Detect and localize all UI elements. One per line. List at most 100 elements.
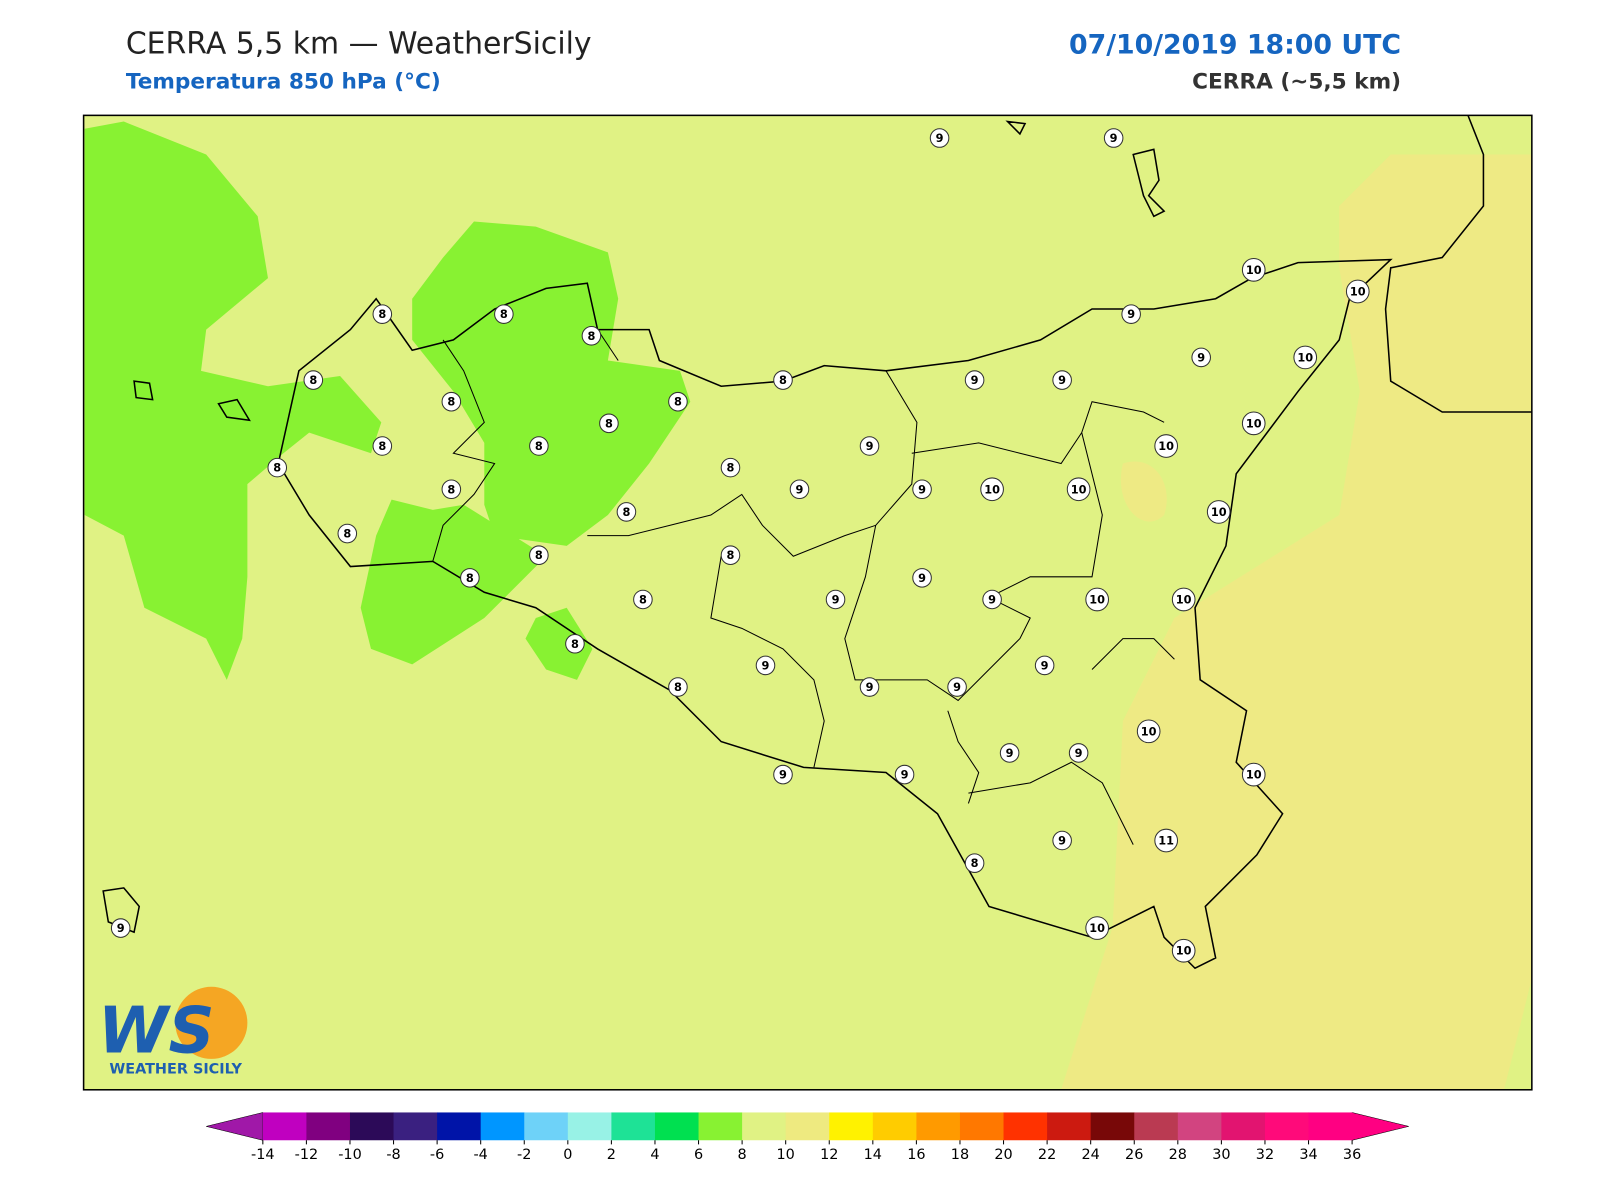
- station-marker: [825, 589, 846, 610]
- station-value: 10: [1176, 944, 1192, 958]
- stations: 9 9 10 10 9 8 8 8 8 8 9 9 9 10 8 8 8 10 8 8 9 10 8 8 8 9 9 10 10 8 10 8…: [110, 128, 1370, 963]
- station-value: 9: [1197, 350, 1205, 364]
- station-marker: [372, 436, 393, 456]
- station-value: 9: [1127, 307, 1135, 321]
- station-value: 10: [984, 482, 1000, 496]
- station-value: 9: [117, 921, 125, 935]
- colorbar-bin: [524, 1112, 569, 1141]
- colorbar-tick-label: 28: [1169, 1147, 1187, 1163]
- station-marker: [1206, 500, 1231, 524]
- station-marker: [633, 589, 653, 610]
- colorbar-bin: [1264, 1112, 1310, 1141]
- warm-area: [1061, 154, 1532, 1090]
- station-value: 9: [1041, 658, 1049, 672]
- station-marker: [1241, 762, 1266, 787]
- station-value: 10: [1246, 263, 1262, 277]
- colorbar-bin: [437, 1112, 482, 1141]
- station-marker: [859, 677, 880, 697]
- station-value: 8: [447, 482, 455, 496]
- station-marker: [999, 743, 1020, 763]
- colorbar-tick-label: -12: [295, 1147, 319, 1163]
- station-marker: [755, 655, 776, 676]
- map: [83, 115, 1532, 1090]
- station-value: 9: [936, 131, 944, 145]
- colorbar-bin: [567, 1112, 612, 1141]
- station-marker: [372, 304, 393, 324]
- station-value: 8: [727, 461, 735, 475]
- station-value: 8: [587, 329, 595, 343]
- station-marker: [441, 479, 462, 500]
- station-marker: [110, 918, 131, 938]
- station-marker: [964, 853, 985, 873]
- station-marker: [1068, 743, 1089, 763]
- station-value: 9: [866, 439, 874, 453]
- station-marker: [720, 545, 741, 565]
- station-marker: [1171, 938, 1196, 963]
- colorbar-bin: [1047, 1112, 1092, 1141]
- station-value: 9: [918, 571, 926, 585]
- colorbar-bin: [654, 1112, 700, 1141]
- colorbar-bin: [785, 1112, 830, 1141]
- station-value: 8: [674, 395, 682, 409]
- colorbar-tick-label: -14: [251, 1147, 275, 1163]
- station-value: 10: [1089, 592, 1105, 606]
- station-value: 8: [674, 680, 682, 694]
- station-value: 9: [832, 592, 840, 606]
- station-value: 10: [1141, 724, 1157, 738]
- colorbar-bin: [959, 1112, 1005, 1141]
- colorbar-bin: [916, 1112, 961, 1141]
- station-marker: [859, 436, 880, 456]
- station-marker: [1154, 434, 1179, 458]
- station-marker: [1103, 128, 1124, 148]
- station-marker: [1171, 587, 1196, 612]
- station-marker: [494, 304, 514, 324]
- station-value: 8: [466, 571, 474, 585]
- logo-sun: [175, 986, 248, 1059]
- colorbar-bin: [306, 1112, 351, 1141]
- station-marker: [982, 589, 1002, 610]
- colorbar-tick-label: 10: [777, 1147, 795, 1163]
- station-value: 8: [639, 592, 647, 606]
- station-value: 10: [1246, 768, 1262, 782]
- colorbar: -14 -12 -10 -8 -6 -4 -2 0 2 4 6 8 10 12 14 16 18 20 22 24 26…: [206, 1112, 1409, 1163]
- colorbar-bin: [393, 1112, 438, 1141]
- station-value: 10: [1071, 482, 1087, 496]
- station-value: 9: [779, 768, 787, 782]
- station-value: 9: [762, 658, 770, 672]
- colorbar-tick-label: 20: [994, 1147, 1012, 1163]
- colorbar-tick-label: 4: [650, 1147, 659, 1163]
- province-borders: [432, 329, 1175, 845]
- colorbar-tick-label: 12: [820, 1147, 838, 1163]
- station-value: 9: [953, 680, 961, 694]
- title: CERRA 5,5 km — WeatherSicily: [126, 27, 592, 62]
- station-marker: [894, 764, 915, 785]
- colorbar-over: [1351, 1112, 1409, 1141]
- station-value: 8: [500, 307, 508, 321]
- colorbar-bin: [262, 1112, 307, 1141]
- station-marker: [980, 477, 1004, 502]
- station-marker: [1191, 347, 1211, 368]
- station-marker: [1241, 411, 1266, 436]
- colorbar-bin: [1177, 1112, 1222, 1141]
- colorbar-tick-label: 6: [694, 1147, 703, 1163]
- colorbar-bin: [1090, 1112, 1135, 1141]
- station-value: 11: [1158, 834, 1174, 848]
- station-marker: [912, 479, 932, 500]
- colorbar-bin: [1003, 1112, 1048, 1141]
- station-value: 8: [571, 637, 579, 651]
- station-marker: [267, 457, 288, 478]
- colorbar-bin: [829, 1112, 874, 1141]
- colorbar-tick-label: 26: [1125, 1147, 1143, 1163]
- colorbar-bin: [1308, 1112, 1353, 1141]
- station-marker: [668, 391, 688, 412]
- station-value: 8: [605, 416, 613, 430]
- logo-name: WEATHER SICILY: [109, 1061, 242, 1077]
- colorbar-tick-label: 32: [1256, 1147, 1274, 1163]
- colorbar-tick-label: 18: [951, 1147, 969, 1163]
- station-marker: [1066, 477, 1091, 502]
- colorbar-tick-label: -10: [338, 1147, 362, 1163]
- colorbar-tick-label: 30: [1212, 1147, 1230, 1163]
- colorbar-tick-label: 34: [1299, 1147, 1317, 1163]
- station-marker: [947, 677, 967, 697]
